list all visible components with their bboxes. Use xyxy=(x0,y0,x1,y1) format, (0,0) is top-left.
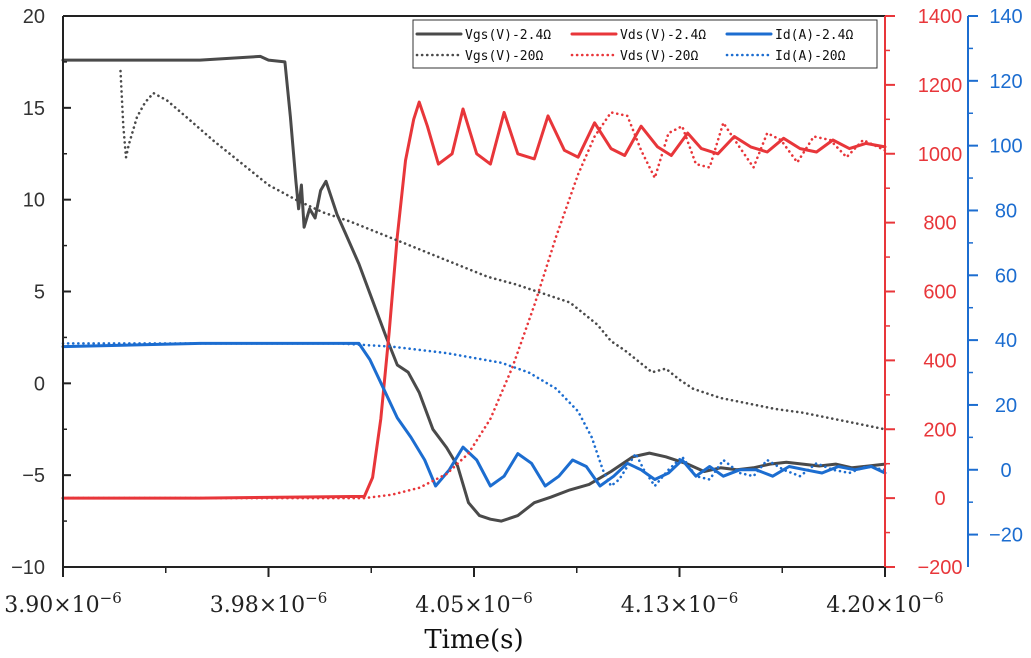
x-axis-title: Time(s) xyxy=(424,625,523,655)
left-tick-label-5: 15 xyxy=(23,98,45,120)
x-tick-label-2: 4.05×10−6 xyxy=(415,589,533,618)
left-tick-label-1: −5 xyxy=(22,465,45,487)
vds-tick-label-8: 1400 xyxy=(918,6,963,28)
series-layer xyxy=(61,54,887,523)
vds-tick-label-1: 0 xyxy=(934,488,945,510)
id-tick-label-8: 140 xyxy=(989,6,1022,28)
legend-label-1: Vds(V)-2.4Ω xyxy=(620,28,706,43)
vds-tick-label-0: −200 xyxy=(917,557,962,579)
vds-tick-label-5: 800 xyxy=(923,213,956,235)
vds-tick-label-4: 600 xyxy=(923,282,956,304)
vds-tick-label-7: 1200 xyxy=(918,75,963,97)
legend-label-2: Id(A)-2.4Ω xyxy=(775,28,853,43)
left-tick-label-4: 10 xyxy=(23,190,45,212)
x-tick-label-1: 3.98×10−6 xyxy=(210,589,328,618)
series-line-3 xyxy=(119,69,887,431)
legend: Vgs(V)-2.4Ω Vds(V)-2.4Ω Id(A)-2.4Ω Vgs(V)-2… xyxy=(412,19,878,69)
series-line-4 xyxy=(61,111,887,500)
legend-label-5: Id(A)-20Ω xyxy=(775,49,846,64)
vds-tick-label-6: 1000 xyxy=(918,144,963,166)
vds-tick-label-2: 200 xyxy=(923,419,956,441)
x-tick-label-4: 4.20×10−6 xyxy=(826,589,944,618)
id-tick-label-7: 120 xyxy=(989,71,1022,93)
series-line-0 xyxy=(61,54,887,523)
id-tick-label-0: −20 xyxy=(989,525,1023,547)
left-tick-label-2: 0 xyxy=(34,373,45,395)
x-tick-label-3: 4.13×10−6 xyxy=(621,589,739,618)
series-line-5 xyxy=(61,342,887,488)
left-tick-label-3: 5 xyxy=(34,282,45,304)
series-line-2 xyxy=(61,341,887,488)
id-tick-label-4: 60 xyxy=(995,265,1017,287)
id-tick-label-5: 80 xyxy=(995,200,1017,222)
x-tick-label-0: 3.90×10−6 xyxy=(4,589,122,618)
legend-label-0: Vgs(V)-2.4Ω xyxy=(465,28,551,43)
id-tick-label-3: 40 xyxy=(995,330,1017,352)
id-tick-label-2: 20 xyxy=(995,395,1017,417)
id-tick-label-1: 0 xyxy=(1000,460,1011,482)
id-tick-label-6: 100 xyxy=(989,136,1022,158)
legend-label-4: Vds(V)-20Ω xyxy=(620,49,698,64)
vds-tick-label-3: 400 xyxy=(923,350,956,372)
legend-box xyxy=(412,19,878,69)
legend-label-3: Vgs(V)-20Ω xyxy=(465,49,543,64)
axes-layer: −10−505101520−20002004006008001000120014… xyxy=(4,6,1023,618)
left-tick-label-0: −10 xyxy=(11,557,45,579)
series-line-1 xyxy=(61,100,887,500)
left-tick-label-6: 20 xyxy=(23,6,45,28)
